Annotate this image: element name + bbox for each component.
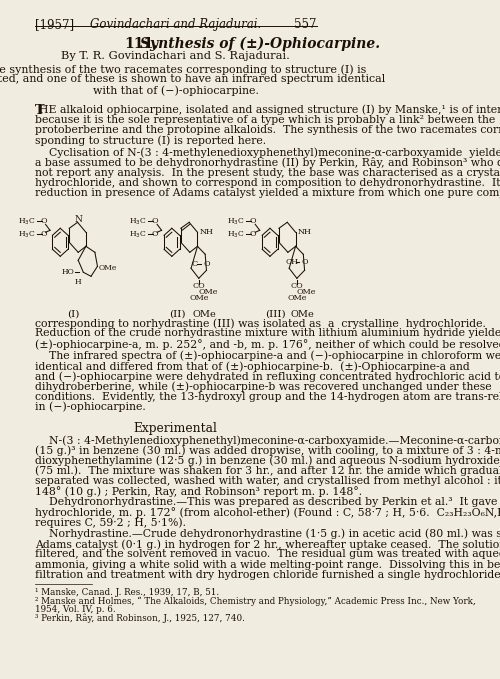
Text: By T. R. Govindachari and S. Rajadurai.: By T. R. Govindachari and S. Rajadurai. — [62, 51, 290, 61]
Text: ³ Perkin, Rây, and Robinson, J., 1925, 127, 740.: ³ Perkin, Rây, and Robinson, J., 1925, 1… — [34, 613, 244, 623]
Text: OMe: OMe — [290, 310, 314, 319]
Text: Govindachari and Rajadurai.: Govindachari and Rajadurai. — [90, 18, 262, 31]
Text: ¹ Manske, Canad. J. Res., 1939, 17, B, 51.: ¹ Manske, Canad. J. Res., 1939, 17, B, 5… — [34, 588, 218, 597]
Text: (75 ml.).  The mixture was shaken for 3 hr., and after 12 hr. the amide which gr: (75 ml.). The mixture was shaken for 3 h… — [34, 466, 500, 476]
Text: (15 g.)³ in benzene (30 ml.) was added dropwise, with cooling, to a mixture of 3: (15 g.)³ in benzene (30 ml.) was added d… — [34, 445, 500, 456]
Text: The infrared spectra of (±)-ophiocarpine-a and (−)-ophiocarpine in chloroform we: The infrared spectra of (±)-ophiocarpine… — [34, 351, 500, 361]
Text: (III): (III) — [265, 310, 285, 319]
Text: Norhydrastine.—Crude dehydronorhydrastine (1·5 g.) in acetic acid (80 ml.) was s: Norhydrastine.—Crude dehydronorhydrastin… — [34, 529, 500, 539]
Text: OMe: OMe — [199, 289, 218, 296]
Text: OMe: OMe — [297, 289, 316, 296]
Text: O: O — [40, 217, 47, 225]
Text: H$_3$C: H$_3$C — [129, 229, 147, 240]
Text: OMe: OMe — [98, 264, 117, 272]
Text: O: O — [40, 230, 47, 238]
Text: HE alkaloid ophiocarpine, isolated and assigned structure (I) by Manske,¹ is of : HE alkaloid ophiocarpine, isolated and a… — [40, 105, 500, 115]
Text: not report any analysis.  In the present study, the base was characterised as a : not report any analysis. In the present … — [34, 168, 500, 178]
Text: conditions.  Evidently, the 13-hydroxyl group and the 14-hydrogen atom are trans: conditions. Evidently, the 13-hydroxyl g… — [34, 392, 500, 402]
Text: filtered, and the solvent removed in vacuo.  The residual gum was treated with a: filtered, and the solvent removed in vac… — [34, 549, 500, 559]
Text: and (−)-ophiocarpine were dehydrated in refluxing concentrated hydrochloric acid: and (−)-ophiocarpine were dehydrated in … — [34, 371, 500, 382]
Text: Cyclisation of N-(3 : 4-methylenedioxyphenethyl)meconine-α-carboxyamide  yielded: Cyclisation of N-(3 : 4-methylenedioxyph… — [34, 147, 500, 158]
Text: Reduction of the crude norhydrastine mixture with lithium aluminium hydride yiel: Reduction of the crude norhydrastine mix… — [34, 329, 500, 339]
Text: corresponding to norhydrastine (III) was isolated as  a  crystalline  hydrochlor: corresponding to norhydrastine (III) was… — [34, 318, 485, 329]
Text: Dehydronorhydrastine.—This was prepared as described by Perkin et al.³  It gave : Dehydronorhydrastine.—This was prepared … — [34, 497, 500, 507]
Text: H$_3$C: H$_3$C — [228, 229, 245, 240]
Text: (II): (II) — [168, 310, 185, 319]
Text: Synthesis of (±)-Ophiocarpine.: Synthesis of (±)-Ophiocarpine. — [140, 37, 380, 52]
Text: NH: NH — [200, 228, 213, 236]
Text: separated was collected, washed with water, and crystallised from methyl alcohol: separated was collected, washed with wat… — [34, 476, 500, 486]
Text: Adams catalyst (0·1 g.) in hydrogen for 2 hr., whereafter uptake ceased.  The so: Adams catalyst (0·1 g.) in hydrogen for … — [34, 539, 500, 550]
Text: NH: NH — [298, 228, 312, 236]
Text: 1954, Vol. IV, p. 6.: 1954, Vol. IV, p. 6. — [34, 605, 115, 614]
Text: N: N — [74, 215, 82, 224]
Text: dioxyphenethylamine (12·5 g.) in benzene (30 ml.) and aqueous N-sodium hydroxide: dioxyphenethylamine (12·5 g.) in benzene… — [34, 456, 500, 466]
Text: C: C — [192, 260, 198, 268]
Text: O: O — [302, 258, 308, 266]
Text: 111.: 111. — [124, 37, 158, 51]
Text: hydrochloride, and shown to correspond in composition to dehydronorhydrastine.  : hydrochloride, and shown to correspond i… — [34, 178, 500, 188]
Text: Experimental: Experimental — [134, 422, 218, 435]
Text: N-(3 : 4-Methylenedioxyphenethyl)meconine-α-carboxyamide.—Meconine-α-carboxyl ch: N-(3 : 4-Methylenedioxyphenethyl)meconin… — [34, 435, 500, 445]
Text: H$_3$C: H$_3$C — [129, 216, 147, 227]
Text: filtration and treatment with dry hydrogen chloride furnished a single hydrochlo: filtration and treatment with dry hydrog… — [34, 570, 500, 580]
Text: 148° (10 g.) ; Perkin, Ray, and Robinson³ report m. p. 148°.: 148° (10 g.) ; Perkin, Ray, and Robinson… — [34, 486, 361, 497]
Text: with that of (−)-ophiocarpine.: with that of (−)-ophiocarpine. — [93, 85, 258, 96]
Text: T: T — [34, 105, 44, 117]
Text: H$_3$C: H$_3$C — [18, 216, 36, 227]
Text: H$_3$C: H$_3$C — [18, 229, 36, 240]
Text: H: H — [75, 278, 82, 287]
Text: (±)-ophiocarpine-a, m. p. 252°, and -b, m. p. 176°, neither of which could be re: (±)-ophiocarpine-a, m. p. 252°, and -b, … — [34, 339, 500, 350]
Text: reported, and one of these is shown to have an infrared spectrum identical: reported, and one of these is shown to h… — [0, 75, 385, 84]
Text: [1957]: [1957] — [34, 18, 74, 31]
Text: hydrochloride, m. p. 172° (from alcohol-ether) (Found : C, 58·7 ; H, 5·6.  C₂₃H₂: hydrochloride, m. p. 172° (from alcohol-… — [34, 507, 500, 518]
Text: 557: 557 — [294, 18, 317, 31]
Text: OMe: OMe — [288, 294, 308, 302]
Text: in (−)-ophiocarpine.: in (−)-ophiocarpine. — [34, 402, 146, 412]
Text: ammonia, giving a white solid with a wide melting-point range.  Dissolving this : ammonia, giving a white solid with a wid… — [34, 559, 500, 570]
Text: O: O — [250, 217, 256, 225]
Text: O: O — [250, 230, 256, 238]
Text: (I): (I) — [67, 310, 80, 319]
Text: HO: HO — [62, 268, 74, 276]
Text: O: O — [152, 217, 158, 225]
Text: protoberberine and the protopine alkaloids.  The synthesis of the two racemates : protoberberine and the protopine alkaloi… — [34, 125, 500, 135]
Text: sponding to structure (I) is reported here.: sponding to structure (I) is reported he… — [34, 135, 266, 146]
Text: CH: CH — [286, 258, 298, 266]
Text: O: O — [204, 260, 210, 268]
Text: because it is the sole representative of a type which is probably a link² betwee: because it is the sole representative of… — [34, 115, 495, 125]
Text: ² Manske and Holmes, “ The Alkaloids, Chemistry and Physiology,” Academic Press : ² Manske and Holmes, “ The Alkaloids, Ch… — [34, 596, 475, 606]
Text: OMe: OMe — [190, 294, 210, 302]
Text: dihydroberberine, while (±)-ophiocarpine-b was recovered unchanged under these: dihydroberberine, while (±)-ophiocarpine… — [34, 382, 491, 392]
Text: The synthesis of the two racemates corresponding to structure (I) is: The synthesis of the two racemates corre… — [0, 64, 366, 75]
Text: requires C, 59·2 ; H, 5·1%).: requires C, 59·2 ; H, 5·1%). — [34, 517, 186, 528]
Text: reduction in presence of Adams catalyst yielded a mixture from which one pure co: reduction in presence of Adams catalyst … — [34, 188, 500, 198]
Text: a base assumed to be dehydronorhydrastine (II) by Perkin, Rây, and Robinson³ who: a base assumed to be dehydronorhydrastin… — [34, 158, 500, 168]
Text: CO: CO — [290, 282, 304, 291]
Text: identical and differed from that of (±)-ophiocarpine-b.  (±)-Ophiocarpine-a and: identical and differed from that of (±)-… — [34, 361, 469, 371]
Text: OMe: OMe — [192, 310, 216, 319]
Text: O: O — [152, 230, 158, 238]
Text: CO: CO — [192, 282, 205, 291]
Text: H$_3$C: H$_3$C — [228, 216, 245, 227]
